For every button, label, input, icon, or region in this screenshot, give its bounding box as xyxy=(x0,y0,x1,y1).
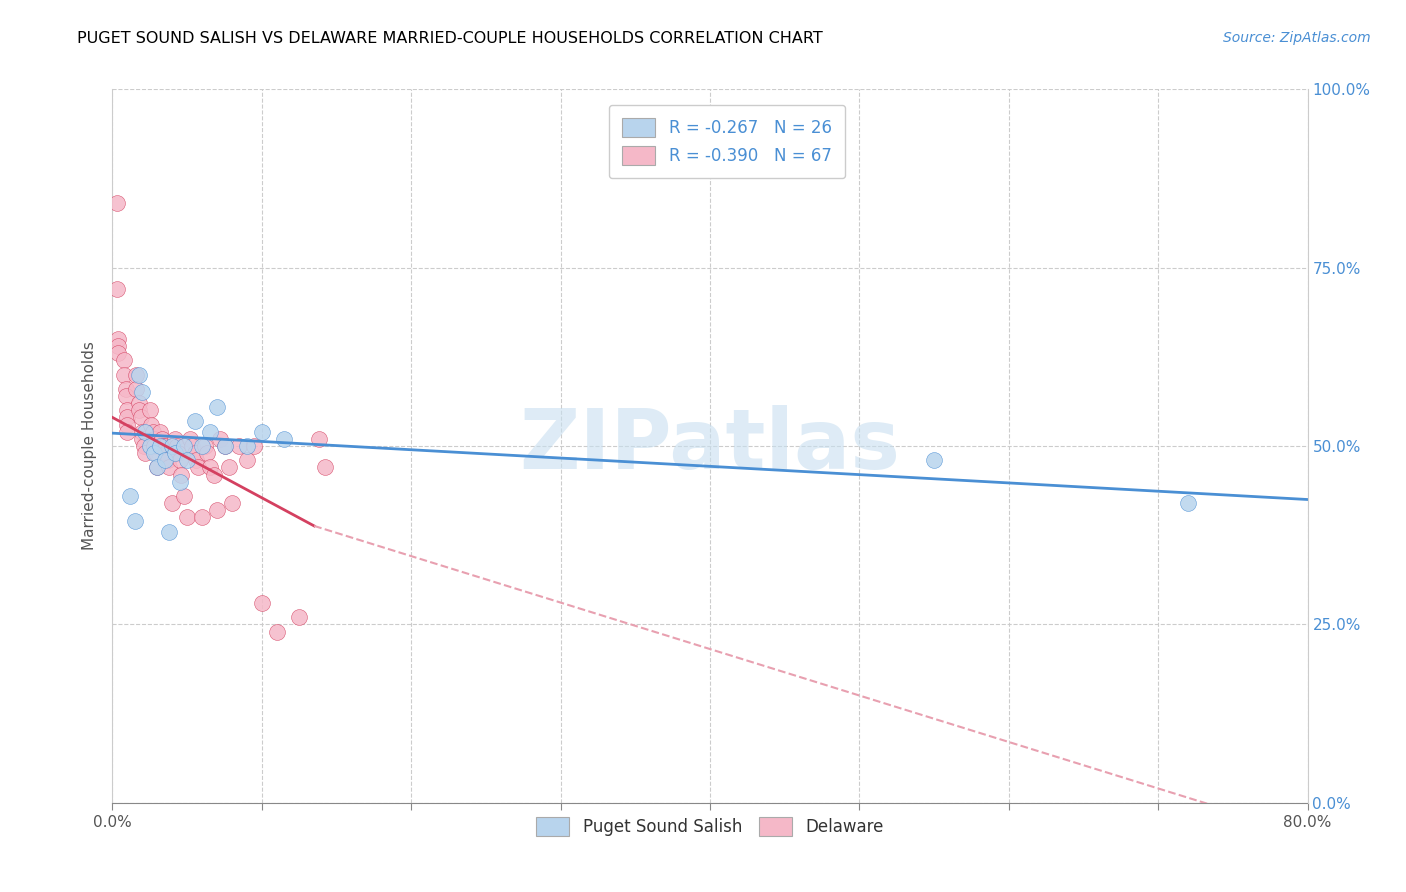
Point xyxy=(198,460,221,475)
Point xyxy=(198,425,221,439)
Point xyxy=(176,510,198,524)
Point xyxy=(167,446,190,460)
Point xyxy=(221,496,243,510)
Point xyxy=(187,460,209,475)
Point xyxy=(143,432,166,446)
Point xyxy=(202,467,225,482)
Legend: Puget Sound Salish, Delaware: Puget Sound Salish, Delaware xyxy=(527,808,893,845)
Point xyxy=(114,368,135,382)
Point xyxy=(117,425,139,439)
Point xyxy=(115,389,138,403)
Point xyxy=(134,446,156,460)
Point xyxy=(170,467,193,482)
Point xyxy=(236,439,259,453)
Point xyxy=(169,475,191,489)
Point xyxy=(132,439,155,453)
Point xyxy=(922,453,945,467)
Point xyxy=(131,432,153,446)
Point xyxy=(145,446,167,460)
Point xyxy=(288,610,311,624)
Point xyxy=(153,453,176,467)
Point xyxy=(250,596,273,610)
Point xyxy=(107,339,129,353)
Point xyxy=(153,439,176,453)
Point xyxy=(250,425,273,439)
Point xyxy=(173,439,195,453)
Point xyxy=(236,453,259,467)
Point xyxy=(183,414,205,428)
Point xyxy=(205,400,228,414)
Point xyxy=(155,446,177,460)
Point xyxy=(191,439,214,453)
Point xyxy=(228,439,250,453)
Point xyxy=(129,410,152,425)
Point xyxy=(314,460,336,475)
Point xyxy=(139,403,162,417)
Point xyxy=(141,417,163,432)
Point xyxy=(179,432,201,446)
Point xyxy=(273,432,295,446)
Point xyxy=(143,446,166,460)
Point xyxy=(195,446,218,460)
Point xyxy=(120,489,142,503)
Point xyxy=(117,417,139,432)
Point xyxy=(180,439,202,453)
Point xyxy=(146,460,169,475)
Point xyxy=(169,453,191,467)
Point xyxy=(162,439,183,453)
Point xyxy=(142,425,165,439)
Point xyxy=(218,460,240,475)
Point xyxy=(117,403,139,417)
Text: ZIPatlas: ZIPatlas xyxy=(520,406,900,486)
Point xyxy=(183,446,205,460)
Point xyxy=(149,439,172,453)
Point xyxy=(152,439,174,453)
Point xyxy=(243,439,266,453)
Point xyxy=(157,460,180,475)
Point xyxy=(125,382,148,396)
Point xyxy=(146,460,169,475)
Point xyxy=(128,403,150,417)
Point xyxy=(191,510,214,524)
Point xyxy=(214,439,236,453)
Text: Source: ZipAtlas.com: Source: ZipAtlas.com xyxy=(1223,31,1371,45)
Text: PUGET SOUND SALISH VS DELAWARE MARRIED-COUPLE HOUSEHOLDS CORRELATION CHART: PUGET SOUND SALISH VS DELAWARE MARRIED-C… xyxy=(77,31,823,46)
Point xyxy=(128,368,150,382)
Point xyxy=(115,382,138,396)
Point xyxy=(139,439,162,453)
Point xyxy=(131,385,153,400)
Point xyxy=(194,439,217,453)
Point xyxy=(157,524,180,539)
Point xyxy=(165,432,187,446)
Y-axis label: Married-couple Households: Married-couple Households xyxy=(82,342,97,550)
Point xyxy=(308,432,330,446)
Point xyxy=(186,453,208,467)
Point xyxy=(131,425,153,439)
Point xyxy=(176,453,198,467)
Point xyxy=(156,453,179,467)
Point xyxy=(117,410,139,425)
Point xyxy=(107,332,129,346)
Point xyxy=(128,396,150,410)
Point xyxy=(105,196,128,211)
Point xyxy=(173,489,195,503)
Point xyxy=(143,439,166,453)
Point xyxy=(1177,496,1199,510)
Point xyxy=(205,503,228,517)
Point xyxy=(124,514,146,528)
Point xyxy=(105,282,128,296)
Point xyxy=(266,624,288,639)
Point xyxy=(134,425,156,439)
Point xyxy=(114,353,135,368)
Point xyxy=(150,432,173,446)
Point xyxy=(149,425,172,439)
Point xyxy=(165,446,187,460)
Point xyxy=(214,439,236,453)
Point xyxy=(125,368,148,382)
Point xyxy=(107,346,129,360)
Point xyxy=(162,496,183,510)
Point xyxy=(209,432,232,446)
Point xyxy=(166,439,188,453)
